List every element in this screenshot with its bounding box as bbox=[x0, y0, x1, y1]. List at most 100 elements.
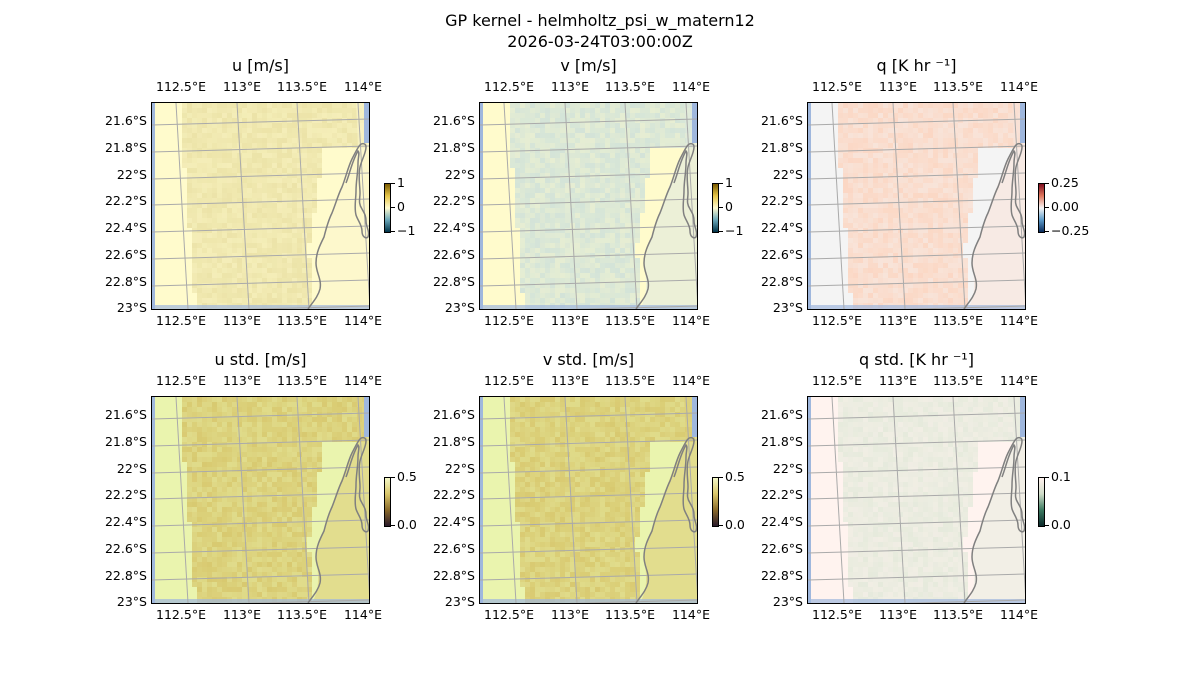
lat-tick: 23°S bbox=[116, 594, 147, 609]
map-canvas bbox=[480, 397, 697, 603]
lon-tick-bottom: 113.5°E bbox=[605, 607, 655, 622]
map-area[interactable] bbox=[807, 102, 1026, 310]
meridian-line bbox=[296, 397, 310, 603]
parallel-line bbox=[152, 412, 369, 420]
map-area[interactable] bbox=[479, 396, 698, 604]
edge-band-left bbox=[480, 397, 483, 603]
map-area[interactable] bbox=[479, 102, 698, 310]
meridian-line bbox=[831, 103, 845, 309]
lat-tick: 22.2°S bbox=[104, 193, 147, 208]
map-canvas bbox=[152, 103, 369, 309]
colorbar-tick bbox=[1045, 207, 1049, 208]
lon-tick-top: 113°E bbox=[550, 79, 589, 94]
lon-tick-bottom: 113°E bbox=[878, 607, 917, 622]
lon-tick-top: 114°E bbox=[671, 373, 710, 388]
map-canvas bbox=[808, 397, 1025, 603]
meridian-line bbox=[624, 103, 638, 309]
parallel-line bbox=[480, 279, 697, 287]
graticule bbox=[808, 103, 1025, 309]
parallel-line bbox=[480, 172, 697, 180]
figure-title-line1: GP kernel - helmholtz_psi_w_matern12 bbox=[445, 11, 755, 30]
colorbar-label: 0 bbox=[397, 199, 405, 214]
parallel-line bbox=[808, 225, 1025, 233]
colorbar-label: 0.25 bbox=[1051, 175, 1079, 190]
parallel-line bbox=[242, 599, 369, 603]
lon-tick-top: 113°E bbox=[222, 373, 261, 388]
edge-band-bottom bbox=[480, 305, 697, 309]
colorbar bbox=[384, 183, 391, 233]
panel-title: u [m/s] bbox=[231, 56, 290, 75]
meridian-line bbox=[175, 103, 189, 309]
colorbar-tick bbox=[1045, 477, 1049, 478]
lat-tick: 23°S bbox=[444, 594, 475, 609]
panel-title: q [K hr ⁻¹] bbox=[876, 56, 957, 75]
colorbar bbox=[1038, 183, 1045, 233]
colorbar-tick bbox=[391, 231, 395, 232]
lat-tick: 22.8°S bbox=[104, 568, 147, 583]
lat-tick: 22.8°S bbox=[432, 274, 475, 289]
parallel-line bbox=[808, 279, 1025, 287]
edge-band-right bbox=[1020, 397, 1025, 437]
lon-tick-top: 113.5°E bbox=[933, 373, 983, 388]
lon-tick-bottom: 113.5°E bbox=[277, 607, 327, 622]
lon-tick-top: 114°E bbox=[671, 79, 710, 94]
lat-tick: 22.4°S bbox=[432, 514, 475, 529]
lat-tick: 22°S bbox=[444, 167, 475, 182]
map-area[interactable] bbox=[151, 102, 370, 310]
graticule bbox=[480, 103, 697, 309]
meridian-line bbox=[357, 103, 369, 301]
lon-tick-top: 113°E bbox=[878, 373, 917, 388]
meridian-line bbox=[685, 103, 697, 301]
lon-tick-bottom: 112.5°E bbox=[812, 607, 862, 622]
parallel-line bbox=[570, 599, 697, 603]
parallel-line bbox=[152, 519, 369, 527]
lat-tick: 21.8°S bbox=[432, 434, 475, 449]
edge-band-left bbox=[152, 397, 155, 603]
lat-tick: 21.6°S bbox=[104, 113, 147, 128]
edge-band-bottom bbox=[480, 599, 697, 603]
lon-tick-bottom: 113°E bbox=[222, 313, 261, 328]
parallel-line bbox=[808, 252, 1025, 260]
parallel-line bbox=[152, 546, 369, 554]
colorbar-tick bbox=[1045, 183, 1049, 184]
lon-tick-top: 113.5°E bbox=[605, 79, 655, 94]
parallel-line bbox=[480, 412, 697, 420]
map-area[interactable] bbox=[151, 396, 370, 604]
meridian-line bbox=[1013, 397, 1025, 595]
figure-title-line2: 2026-03-24T03:00:00Z bbox=[507, 32, 693, 51]
lon-tick-top: 114°E bbox=[999, 373, 1038, 388]
parallel-line bbox=[152, 172, 369, 180]
parallel-line bbox=[152, 198, 369, 206]
colorbar-tick bbox=[391, 183, 395, 184]
lat-tick: 22.6°S bbox=[104, 247, 147, 262]
parallel-line bbox=[808, 519, 1025, 527]
meridian-line bbox=[952, 103, 966, 309]
parallel-line bbox=[808, 492, 1025, 500]
lat-tick: 21.8°S bbox=[432, 140, 475, 155]
lat-tick: 22.2°S bbox=[760, 487, 803, 502]
lon-tick-bottom: 114°E bbox=[343, 607, 382, 622]
parallel-line bbox=[480, 118, 697, 126]
meridian-line bbox=[296, 103, 310, 309]
parallel-line bbox=[898, 599, 1025, 603]
parallel-line bbox=[480, 492, 697, 500]
edge-band-bottom bbox=[808, 599, 1025, 603]
colorbar-tick bbox=[391, 207, 395, 208]
lon-tick-top: 113.5°E bbox=[277, 373, 327, 388]
parallel-line bbox=[480, 439, 697, 447]
lat-tick: 22.4°S bbox=[760, 514, 803, 529]
map-area[interactable] bbox=[807, 396, 1026, 604]
parallel-line bbox=[480, 252, 697, 260]
lon-tick-bottom: 113°E bbox=[550, 607, 589, 622]
lat-tick: 21.6°S bbox=[760, 407, 803, 422]
colorbar bbox=[1038, 477, 1045, 527]
meridian-line bbox=[952, 397, 966, 603]
meridian-line bbox=[357, 397, 369, 595]
colorbar-label: 0.1 bbox=[1051, 469, 1071, 484]
lat-tick: 21.8°S bbox=[760, 434, 803, 449]
meridian-line bbox=[624, 397, 638, 603]
edge-band-right bbox=[364, 103, 369, 143]
coastline bbox=[635, 142, 697, 309]
coastline bbox=[635, 436, 697, 603]
colorbar bbox=[384, 477, 391, 527]
